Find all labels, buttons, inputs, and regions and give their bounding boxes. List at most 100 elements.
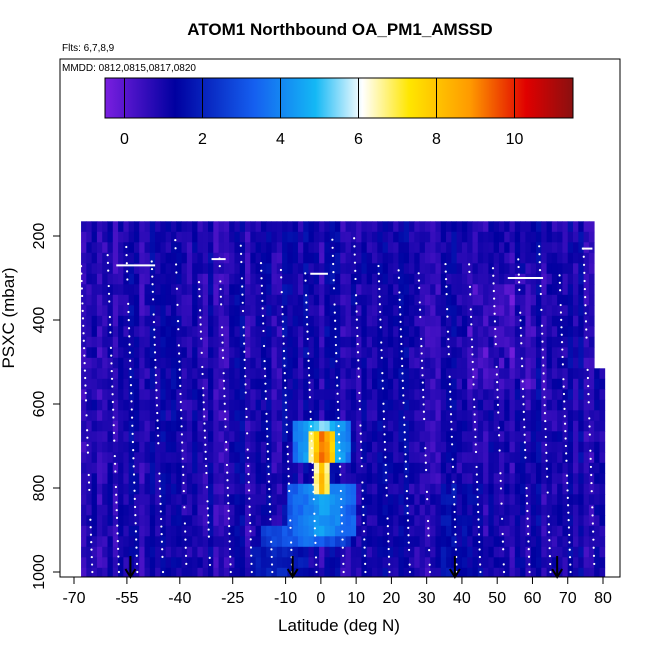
- heatmap-cell: [409, 231, 415, 243]
- track-point: [207, 535, 210, 538]
- heatmap-cell: [514, 336, 521, 348]
- heatmap-cell: [403, 326, 410, 338]
- heatmap-cell: [504, 441, 510, 453]
- heatmap-cell: [133, 263, 140, 275]
- heatmap-cell: [329, 536, 336, 548]
- heatmap-cell: [509, 515, 516, 527]
- heatmap-cell: [81, 389, 87, 401]
- heatmap-cell: [467, 368, 473, 380]
- heatmap-cell: [350, 347, 357, 359]
- heatmap-cell: [514, 315, 521, 327]
- heatmap-cell: [393, 242, 399, 254]
- track-point: [522, 410, 525, 413]
- heatmap-cell: [446, 441, 452, 453]
- heatmap-cell: [472, 420, 479, 432]
- track-point: [158, 472, 161, 475]
- heatmap-cell: [430, 473, 436, 485]
- track-point: [135, 562, 139, 565]
- heatmap-cell: [260, 483, 267, 495]
- heatmap-cell: [266, 231, 272, 243]
- heatmap-cell: [160, 378, 167, 390]
- heatmap-cell: [192, 494, 198, 506]
- track-point: [287, 482, 291, 485]
- heatmap-cell: [546, 546, 553, 558]
- heatmap-cell: [297, 315, 304, 327]
- heatmap-cell: [520, 273, 526, 285]
- heatmap-cell: [382, 263, 389, 275]
- track-point: [404, 445, 407, 449]
- heatmap-cell: [557, 389, 563, 401]
- heatmap-cell: [260, 273, 267, 285]
- heatmap-cell: [128, 431, 135, 443]
- heatmap-cell: [409, 462, 415, 474]
- heatmap-cell: [509, 452, 516, 464]
- heatmap-cell: [562, 452, 569, 464]
- heatmap-cell: [112, 557, 119, 569]
- track-point: [540, 308, 543, 311]
- heatmap-cell: [483, 441, 489, 453]
- heatmap-cell: [573, 315, 579, 327]
- heatmap-cell: [91, 294, 98, 306]
- heatmap-cell: [213, 567, 219, 577]
- colorbar-tick-label: 8: [432, 131, 441, 148]
- heatmap-cell: [350, 263, 357, 275]
- track-point: [305, 301, 308, 304]
- heatmap-cell: [525, 263, 532, 275]
- heatmap-cell: [488, 315, 495, 327]
- heatmap-cell: [313, 336, 320, 348]
- track-point: [402, 394, 405, 397]
- track-point: [561, 348, 564, 351]
- heatmap-cell: [276, 357, 283, 369]
- heatmap-cell: [393, 452, 399, 464]
- heatmap-cell: [504, 326, 510, 338]
- heatmap-cell: [91, 221, 98, 233]
- track-point: [160, 540, 164, 543]
- track-point: [243, 350, 246, 353]
- heatmap-cell: [139, 504, 145, 516]
- track-point: [405, 475, 408, 478]
- heatmap-cell: [329, 410, 336, 422]
- heatmap-cell: [329, 431, 336, 443]
- heatmap-cell: [86, 263, 93, 275]
- track-point: [424, 447, 427, 450]
- heatmap-cell: [488, 494, 495, 506]
- heatmap-cell: [308, 231, 315, 243]
- heatmap-cell: [282, 252, 288, 264]
- heatmap-cell: [91, 252, 98, 264]
- heatmap-cell: [424, 368, 431, 380]
- heatmap-cell: [223, 399, 230, 411]
- heatmap-cell: [403, 315, 410, 327]
- heatmap-cell: [128, 525, 135, 537]
- heatmap-cell: [192, 441, 198, 453]
- heatmap-cell: [170, 252, 177, 264]
- heatmap-cell: [419, 357, 426, 369]
- heatmap-cell: [483, 473, 489, 485]
- heatmap-cell: [588, 221, 595, 233]
- heatmap-cell: [266, 326, 272, 338]
- heatmap-cell: [446, 504, 452, 516]
- heatmap-cell: [149, 305, 156, 317]
- heatmap-cell: [250, 536, 257, 548]
- heatmap-cell: [350, 378, 357, 390]
- heatmap-cell: [356, 399, 362, 411]
- heatmap-cell: [197, 294, 204, 306]
- heatmap-cell: [546, 410, 553, 422]
- heatmap-cell: [530, 315, 537, 327]
- heatmap-cell: [186, 452, 193, 464]
- heatmap-cell: [477, 347, 484, 359]
- track-point: [387, 540, 390, 543]
- heatmap-cell: [588, 536, 595, 548]
- heatmap-cell: [139, 347, 145, 359]
- heatmap-cell: [308, 273, 315, 285]
- heatmap-cell: [139, 315, 145, 327]
- heatmap-cell: [245, 336, 251, 348]
- heatmap-cell: [387, 452, 394, 464]
- heatmap-cell: [361, 410, 368, 422]
- heatmap-cell: [488, 399, 495, 411]
- heatmap-cell: [409, 452, 415, 464]
- track-point: [115, 501, 118, 504]
- heatmap-cell: [361, 347, 368, 359]
- heatmap-cell: [483, 546, 489, 558]
- heatmap-cell: [583, 473, 590, 485]
- heatmap-cell: [467, 336, 473, 348]
